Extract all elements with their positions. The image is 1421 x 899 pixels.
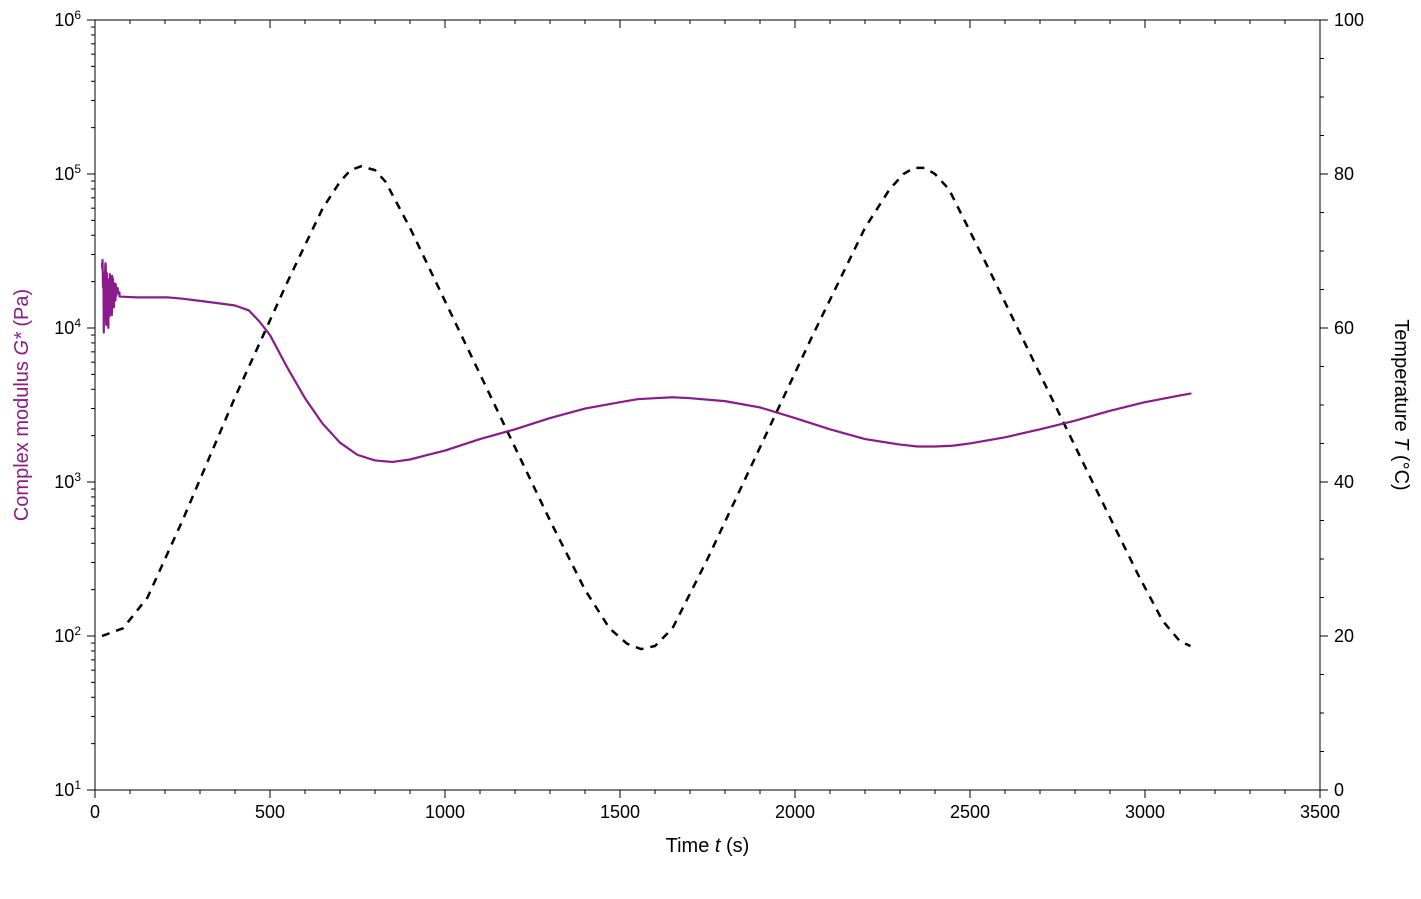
- svg-text:60: 60: [1334, 318, 1354, 338]
- svg-text:1000: 1000: [425, 802, 465, 822]
- svg-text:3500: 3500: [1300, 802, 1340, 822]
- svg-text:2000: 2000: [775, 802, 815, 822]
- svg-text:80: 80: [1334, 164, 1354, 184]
- chart-container: 0500100015002000250030003500Time t (s)10…: [0, 0, 1421, 899]
- svg-text:1500: 1500: [600, 802, 640, 822]
- svg-text:3000: 3000: [1125, 802, 1165, 822]
- svg-text:20: 20: [1334, 626, 1354, 646]
- svg-text:0: 0: [1334, 780, 1344, 800]
- svg-text:500: 500: [255, 802, 285, 822]
- svg-text:100: 100: [1334, 10, 1364, 30]
- svg-text:0: 0: [90, 802, 100, 822]
- y-left-axis-title: Complex modulus G* (Pa): [11, 289, 33, 521]
- svg-text:2500: 2500: [950, 802, 990, 822]
- chart-svg: 0500100015002000250030003500Time t (s)10…: [0, 0, 1421, 899]
- y-right-axis-title: Temperature T (°C): [1390, 319, 1412, 490]
- x-axis-title: Time t (s): [666, 835, 750, 857]
- svg-text:40: 40: [1334, 472, 1354, 492]
